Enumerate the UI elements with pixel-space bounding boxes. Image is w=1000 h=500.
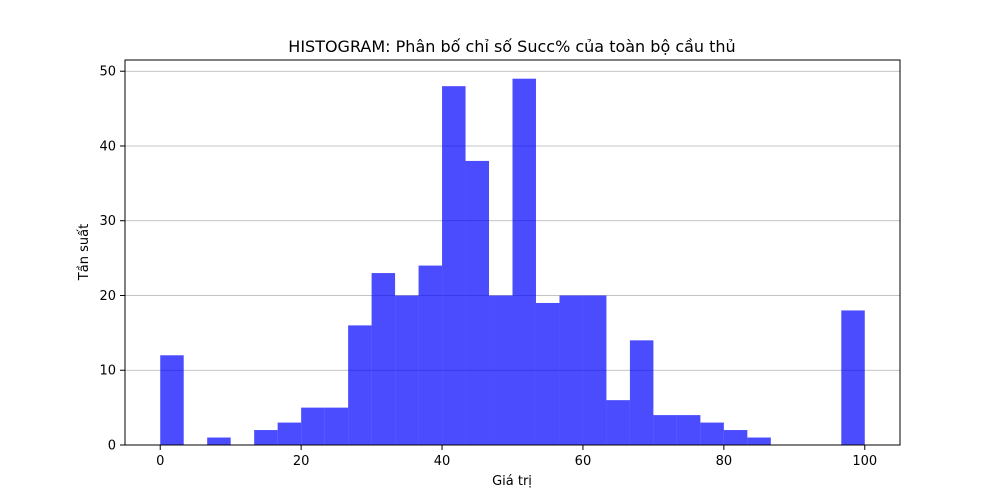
histogram-bar — [348, 325, 372, 445]
histogram-bar — [395, 295, 419, 445]
histogram-bar — [489, 295, 513, 445]
histogram-bar — [371, 273, 396, 445]
x-tick-label: 20 — [293, 454, 310, 469]
histogram-bar — [606, 400, 630, 445]
x-tick-label: 60 — [575, 454, 592, 469]
histogram-bar — [301, 407, 325, 445]
x-tick-label: 0 — [156, 454, 164, 469]
y-tick-label: 30 — [99, 214, 116, 229]
histogram-bar — [535, 302, 560, 445]
y-tick-label: 40 — [99, 139, 116, 154]
histogram-bar — [160, 355, 184, 445]
y-tick-label: 10 — [99, 364, 116, 379]
x-tick-label: 80 — [716, 454, 733, 469]
histogram-bar — [418, 265, 443, 445]
histogram-bar — [629, 340, 654, 445]
y-axis-label: Tần suất — [77, 224, 92, 281]
chart-title: HISTOGRAM: Phân bố chỉ số Succ% của toàn… — [288, 37, 735, 56]
tick-layer: 0 20 40 60 80 100 0 10 20 30 40 50 — [99, 65, 877, 469]
x-tick-label: 40 — [434, 454, 451, 469]
histogram-bar — [723, 430, 748, 445]
y-tick-label: 20 — [99, 289, 116, 304]
histogram-bar — [676, 415, 701, 445]
histogram-bar — [700, 422, 724, 445]
histogram-bar — [324, 407, 349, 445]
histogram-bar — [653, 415, 677, 445]
histogram-bar — [442, 86, 466, 446]
histogram-bar — [747, 437, 771, 445]
histogram-bar — [277, 422, 302, 445]
histogram-bar — [465, 160, 490, 445]
histogram-bar — [254, 430, 278, 445]
histogram-bar — [559, 295, 583, 445]
plot-frame — [124, 59, 901, 446]
histogram-bar — [841, 310, 865, 445]
x-axis-label: Giá trị — [492, 474, 532, 489]
y-tick-label: 50 — [99, 65, 116, 80]
histogram-bar — [512, 78, 536, 445]
histogram-bar — [582, 295, 607, 445]
bar-layer — [160, 78, 865, 446]
y-tick-label: 0 — [108, 439, 116, 454]
histogram-bar — [207, 437, 231, 445]
x-tick-label: 100 — [852, 454, 877, 469]
